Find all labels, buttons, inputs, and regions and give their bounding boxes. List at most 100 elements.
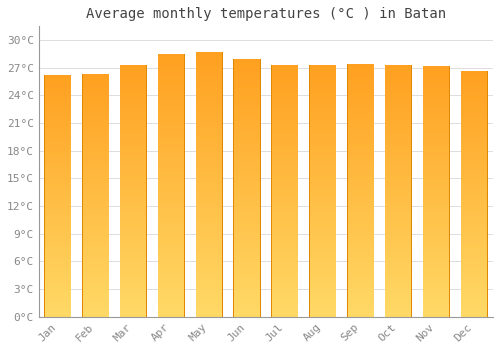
Bar — [120, 200, 147, 203]
Bar — [347, 222, 374, 225]
Bar — [158, 106, 185, 110]
Bar — [309, 225, 336, 229]
Bar — [385, 219, 412, 222]
Bar — [158, 192, 185, 195]
Bar — [271, 282, 298, 285]
Bar — [82, 113, 109, 117]
Bar — [347, 282, 374, 285]
Bar — [234, 207, 260, 211]
Bar — [347, 225, 374, 228]
Bar — [158, 113, 185, 117]
Bar — [385, 181, 412, 184]
Bar — [82, 198, 109, 202]
Bar — [385, 270, 412, 273]
Bar — [120, 74, 147, 78]
Bar — [460, 148, 488, 151]
Bar — [196, 92, 223, 95]
Bar — [234, 175, 260, 178]
Bar — [422, 147, 450, 150]
Bar — [196, 244, 223, 247]
Bar — [309, 65, 336, 68]
Bar — [44, 96, 72, 99]
Bar — [385, 77, 412, 81]
Bar — [234, 230, 260, 233]
Bar — [422, 154, 450, 157]
Bar — [234, 85, 260, 89]
Bar — [44, 196, 72, 199]
Bar — [309, 244, 336, 247]
Bar — [460, 280, 488, 283]
Bar — [120, 112, 147, 116]
Bar — [234, 159, 260, 162]
Bar — [309, 232, 336, 235]
Bar — [44, 238, 72, 241]
Bar — [120, 197, 147, 200]
Bar — [82, 219, 109, 223]
Bar — [271, 156, 298, 160]
Bar — [196, 154, 223, 158]
Bar — [347, 187, 374, 190]
Bar — [120, 279, 147, 282]
Bar — [82, 165, 109, 168]
Bar — [82, 168, 109, 171]
Bar — [385, 241, 412, 244]
Bar — [309, 216, 336, 219]
Bar — [385, 263, 412, 266]
Bar — [422, 188, 450, 191]
Bar — [422, 135, 450, 138]
Bar — [234, 285, 260, 288]
Bar — [196, 264, 223, 267]
Bar — [44, 265, 72, 268]
Bar — [422, 78, 450, 82]
Bar — [158, 116, 185, 120]
Bar — [82, 122, 109, 126]
Bar — [422, 273, 450, 276]
Bar — [271, 87, 298, 90]
Bar — [309, 128, 336, 131]
Bar — [120, 273, 147, 276]
Bar — [44, 256, 72, 259]
Bar — [234, 136, 260, 140]
Bar — [234, 133, 260, 137]
Bar — [158, 60, 185, 64]
Bar — [120, 310, 147, 314]
Bar — [234, 63, 260, 66]
Bar — [422, 72, 450, 75]
Bar — [82, 274, 109, 278]
Bar — [309, 90, 336, 93]
Bar — [120, 216, 147, 219]
Bar — [120, 184, 147, 188]
Bar — [196, 194, 223, 198]
Bar — [158, 277, 185, 281]
Bar — [158, 215, 185, 218]
Bar — [234, 307, 260, 310]
Bar — [309, 175, 336, 178]
Bar — [422, 119, 450, 122]
Bar — [271, 128, 298, 131]
Bar — [196, 184, 223, 188]
Bar — [347, 291, 374, 295]
Bar — [385, 137, 412, 141]
Bar — [158, 100, 185, 103]
Bar — [422, 91, 450, 94]
Bar — [271, 206, 298, 210]
Bar — [271, 232, 298, 235]
Bar — [309, 74, 336, 78]
Bar — [347, 190, 374, 194]
Bar — [234, 236, 260, 240]
Bar — [44, 108, 72, 111]
Bar — [120, 156, 147, 160]
Bar — [120, 80, 147, 84]
Bar — [385, 172, 412, 175]
Bar — [82, 156, 109, 159]
Bar — [460, 295, 488, 299]
Bar — [82, 210, 109, 214]
Bar — [309, 96, 336, 100]
Bar — [271, 213, 298, 216]
Bar — [271, 279, 298, 282]
Bar — [460, 139, 488, 142]
Bar — [44, 314, 72, 317]
Bar — [44, 202, 72, 205]
Bar — [271, 216, 298, 219]
Bar — [196, 211, 223, 214]
